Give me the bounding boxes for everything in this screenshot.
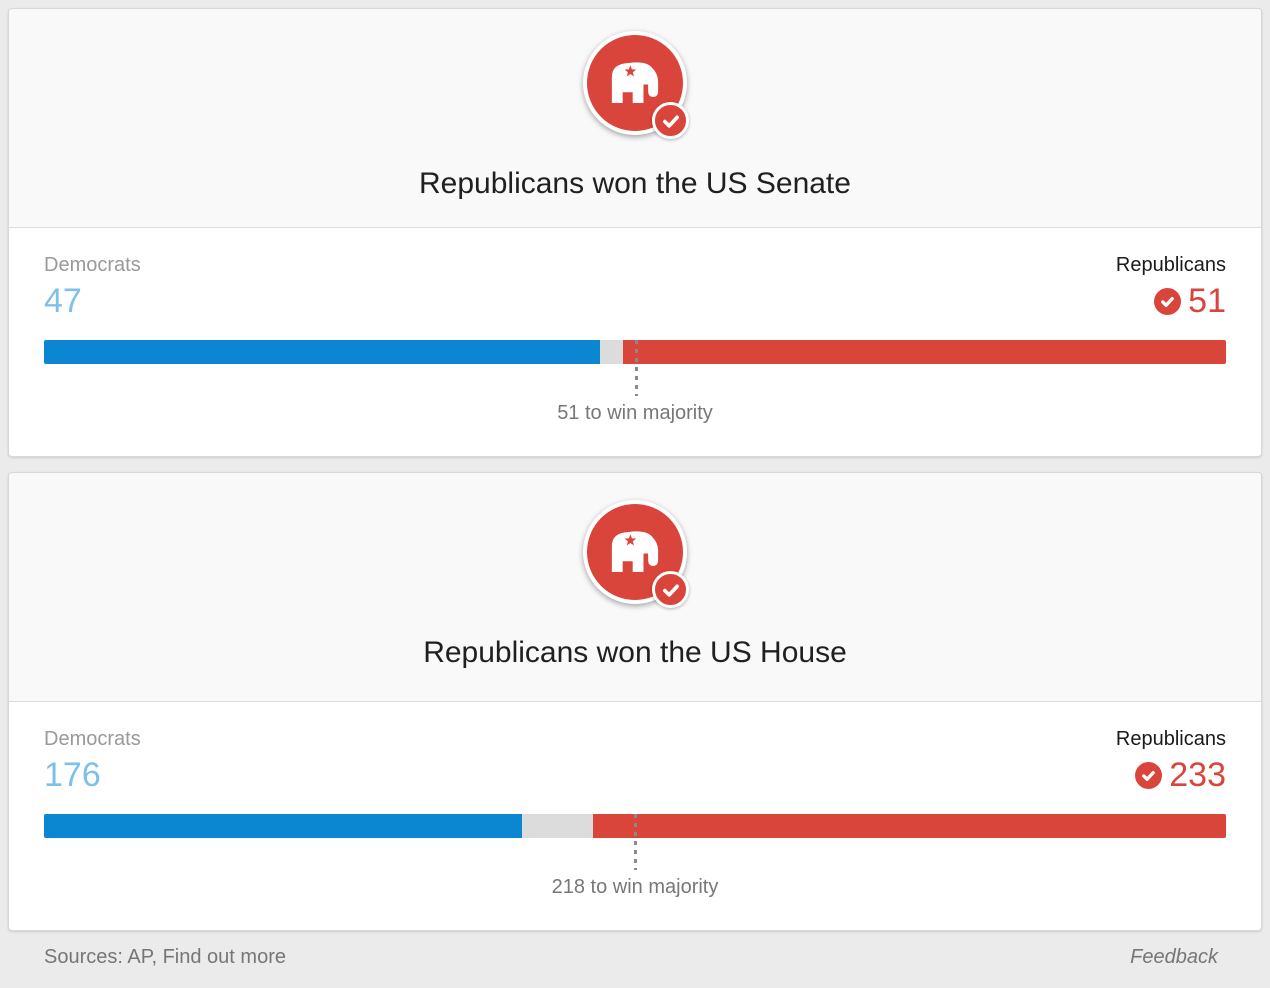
democrats-bar-segment bbox=[44, 814, 523, 838]
majority-note: 51 to win majority bbox=[557, 402, 713, 424]
majority-marker-line bbox=[633, 814, 637, 870]
house-results: Democrats 176 Republicans 233 bbox=[9, 702, 1261, 930]
winner-badge bbox=[583, 500, 689, 608]
stacked-bar bbox=[44, 814, 1226, 838]
republicans-label: Republicans bbox=[1115, 728, 1226, 750]
find-out-more-link[interactable]: Find out more bbox=[162, 946, 286, 968]
house-republicans: Republicans 233 bbox=[1116, 726, 1226, 796]
house-card-header: Republicans won the US House bbox=[9, 473, 1261, 702]
undecided-bar-segment bbox=[522, 814, 593, 838]
winner-check-icon bbox=[652, 571, 689, 608]
majority-note: 218 to win majority bbox=[551, 876, 719, 898]
page-footer: Sources: AP, Find out more Feedback bbox=[0, 931, 1270, 984]
sources-prefix: Sources: AP, bbox=[44, 946, 163, 968]
republicans-bar-segment bbox=[592, 814, 1226, 838]
majority-marker-line bbox=[635, 340, 638, 396]
winner-check-icon bbox=[652, 102, 689, 139]
house-seat-bar: 218 to win majority bbox=[44, 814, 1226, 900]
democrats-label: Democrats bbox=[44, 728, 141, 750]
republicans-seats: 233 bbox=[1169, 756, 1226, 794]
house-democrats: Democrats 176 bbox=[44, 726, 141, 796]
check-circle-icon bbox=[1154, 287, 1182, 315]
senate-result-card: Republicans won the US Senate Democrats … bbox=[8, 8, 1262, 457]
senate-result-row: Democrats 47 Republicans 51 bbox=[44, 252, 1226, 322]
senate-results: Democrats 47 Republicans 51 bbox=[9, 228, 1261, 456]
republicans-label: Republicans bbox=[1115, 254, 1226, 276]
house-result-card: Republicans won the US House Democrats 1… bbox=[8, 472, 1262, 931]
senate-seat-bar: 51 to win majority bbox=[44, 340, 1226, 426]
house-title: Republicans won the US House bbox=[423, 636, 847, 669]
winner-badge bbox=[583, 31, 689, 139]
senate-card-header: Republicans won the US Senate bbox=[9, 9, 1261, 228]
house-result-row: Democrats 176 Republicans 233 bbox=[44, 726, 1226, 796]
senate-title: Republicans won the US Senate bbox=[419, 167, 851, 200]
republicans-bar-segment bbox=[623, 340, 1226, 364]
democrats-seats: 176 bbox=[44, 756, 101, 794]
check-circle-icon bbox=[1135, 761, 1163, 789]
gop-elephant-icon bbox=[583, 31, 687, 135]
senate-democrats: Democrats 47 bbox=[44, 252, 141, 322]
stacked-bar bbox=[44, 340, 1226, 364]
democrats-seats: 47 bbox=[44, 282, 82, 320]
undecided-bar-segment bbox=[599, 340, 624, 364]
sources-text: Sources: AP, Find out more bbox=[44, 946, 286, 969]
feedback-link[interactable]: Feedback bbox=[1130, 946, 1218, 968]
democrats-bar-segment bbox=[44, 340, 600, 364]
republicans-seats: 51 bbox=[1188, 282, 1226, 320]
senate-republicans: Republicans 51 bbox=[1116, 252, 1226, 322]
democrats-label: Democrats bbox=[44, 254, 141, 276]
